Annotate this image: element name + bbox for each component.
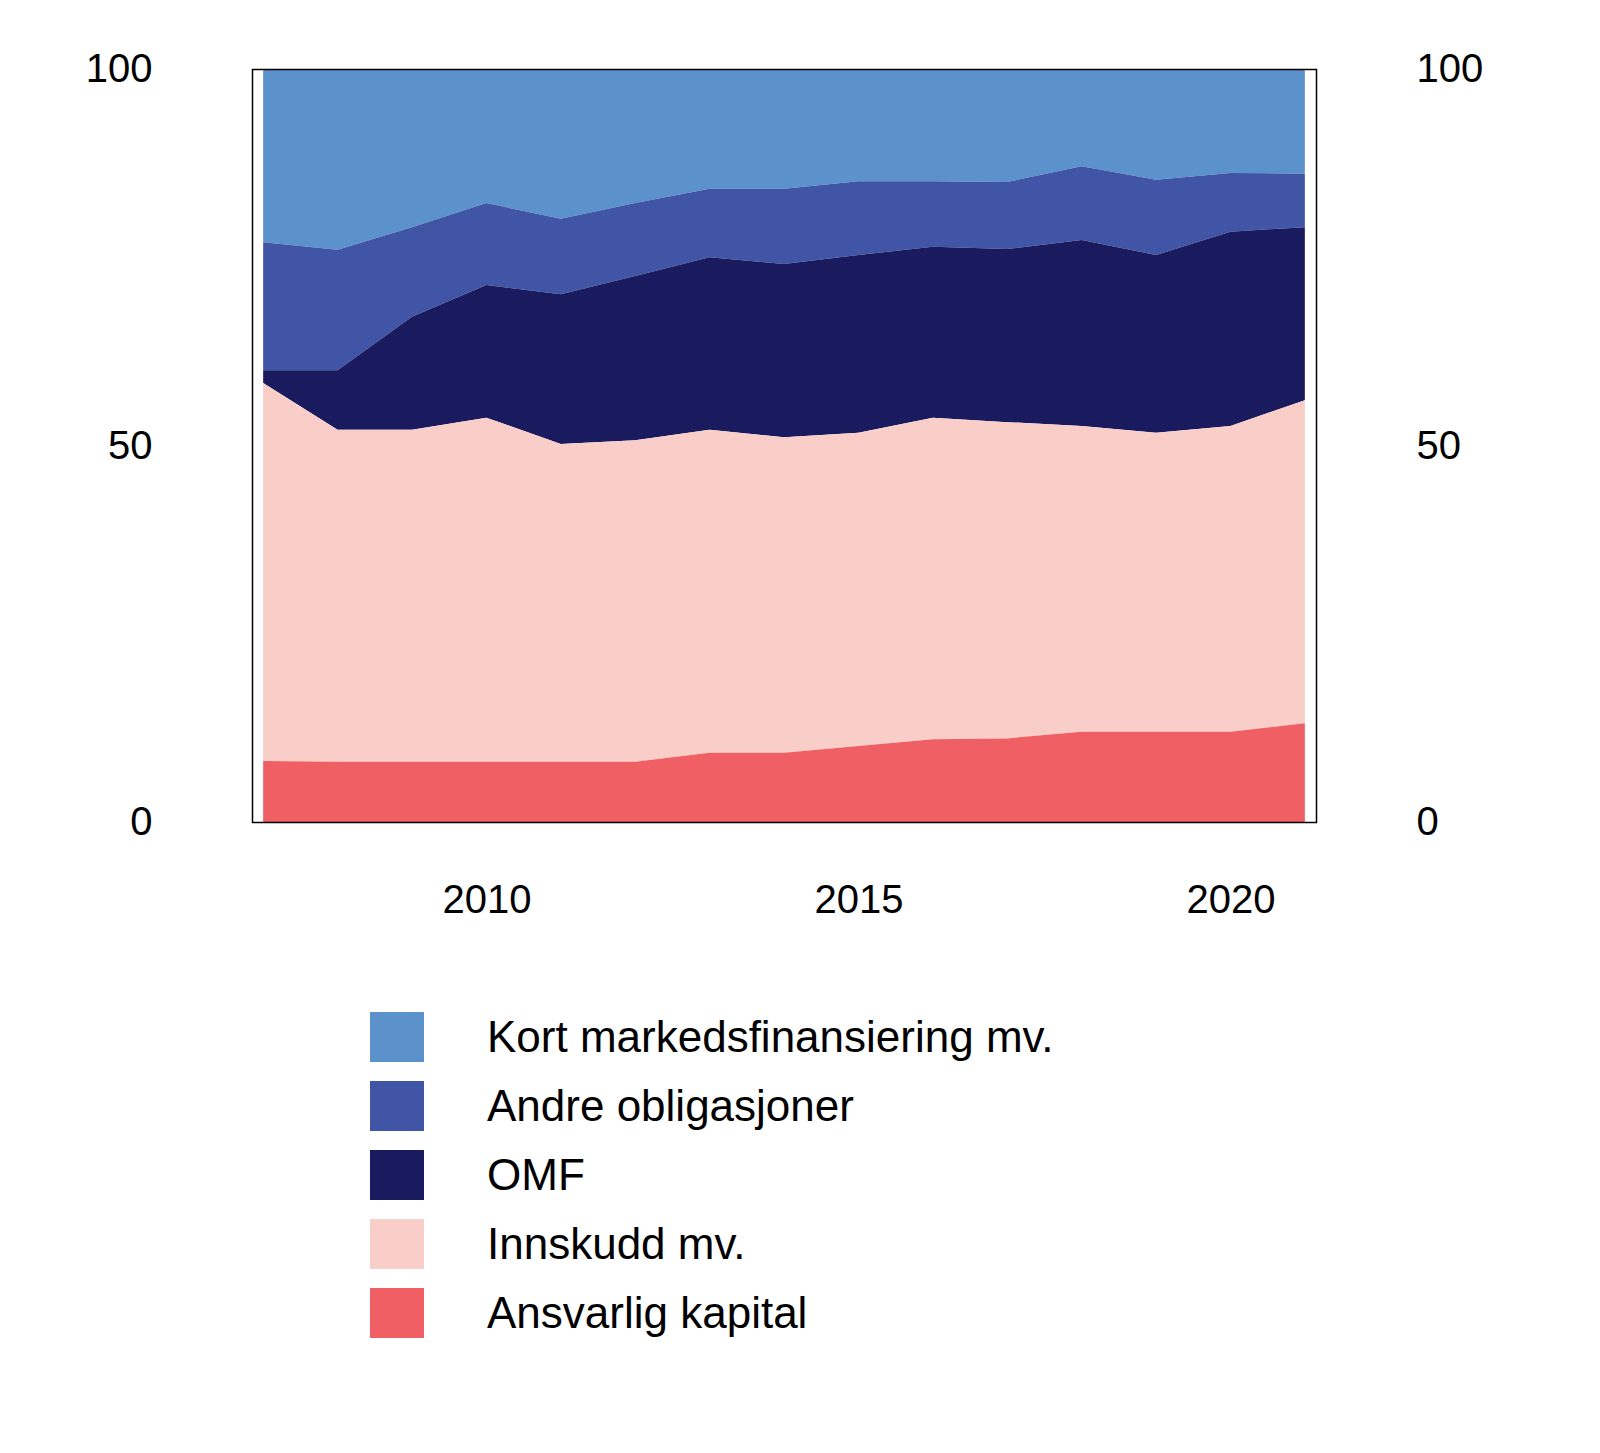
- svg-text:100: 100: [1417, 46, 1484, 90]
- svg-text:0: 0: [130, 799, 152, 843]
- svg-text:2010: 2010: [442, 877, 531, 921]
- svg-text:100: 100: [86, 46, 153, 90]
- svg-text:0: 0: [1417, 799, 1439, 843]
- html-text:Kort markedsfinansiering mv.: Kort markedsfinansiering mv.: [487, 1011, 1054, 1061]
- html-text:Ansvarlig kapital: Ansvarlig kapital: [487, 1287, 808, 1337]
- html-text:OMF: OMF: [487, 1149, 585, 1199]
- svg-text:2015: 2015: [814, 877, 903, 921]
- html-text:Andre obligasjoner: Andre obligasjoner: [487, 1080, 854, 1130]
- svg-text:50: 50: [1417, 423, 1462, 467]
- html-text:Innskudd mv.: Innskudd mv.: [487, 1218, 746, 1268]
- svg-text:50: 50: [108, 423, 153, 467]
- svg-text:2020: 2020: [1186, 877, 1275, 921]
